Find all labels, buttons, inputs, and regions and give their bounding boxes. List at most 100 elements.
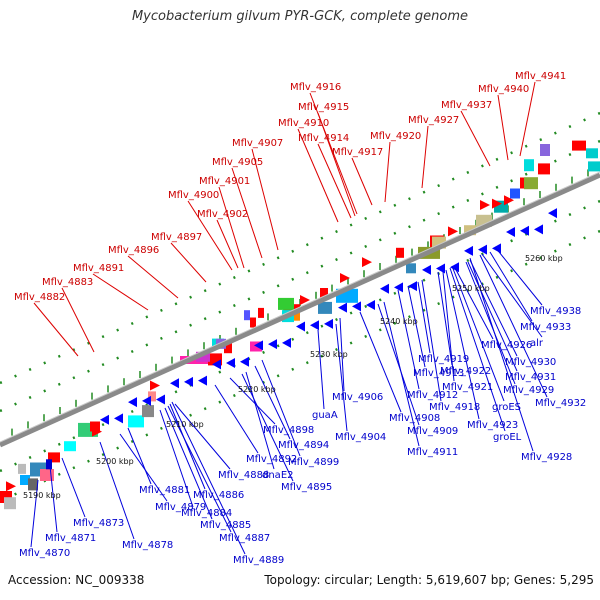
leader-line [245,371,275,470]
leader-line [481,253,543,338]
gene-label: Mflv_4895 [281,482,332,493]
gene-arrow [506,227,515,238]
leader-line [174,403,231,470]
gene-block [540,144,550,156]
leader-line [421,279,442,402]
leader-line [127,255,179,299]
leader-line [61,287,95,353]
gene-label: Mflv_4909 [407,426,458,437]
gene-arrow [198,375,207,386]
leader-line [251,148,279,251]
gene-arrow [296,321,305,332]
gene-arrow [226,358,235,369]
gene-arrow [282,337,291,348]
gene-label: Mflv_4873 [73,518,124,529]
gene-block [588,161,600,172]
gene-label: Mflv_4882 [14,292,65,303]
gene-label: Mflv_4881 [139,485,190,496]
gene-block [224,343,232,354]
gene-arrow [300,295,310,305]
kbp-label: 5190 kbp [23,491,61,500]
gene-arrow [340,273,350,283]
leader-line [317,143,352,219]
gene-arrow [448,226,458,237]
gene-block [46,459,52,470]
gene-label: Mflv_4916 [290,82,341,93]
gene-block [320,288,328,298]
gene-label: Mflv_4894 [278,440,329,451]
gene-arrow [240,356,249,367]
gene-label: Mflv_4931 [505,372,556,383]
leader-line [159,409,194,508]
leader-line [437,271,453,366]
gene-label: Mflv_4938 [530,306,581,317]
gene-label: Mflv_4927 [408,115,459,126]
gene-label: Mflv_4905 [212,157,263,168]
gene-arrow [408,281,417,292]
gene-arrow [100,414,109,425]
gene-arrow [338,302,347,313]
gene-block [510,188,520,199]
gene-block [244,310,250,321]
gene-arrow [520,225,529,236]
leader-line [445,269,480,420]
gene-arrow [150,380,160,391]
leader-line [451,265,505,402]
gene-label: guaA [312,410,338,421]
gene-label: Mflv_4921 [442,382,493,393]
gene-label: Mflv_4928 [521,452,572,463]
gene-arrow [170,378,179,389]
leader-line [241,373,294,482]
kbp-label: 5200 kbp [96,457,134,466]
gene-label: Mflv_4917 [332,147,383,158]
gene-arrow [422,264,431,275]
gene-block [142,405,154,418]
gene-block [18,463,26,474]
gene-arrow [478,244,487,255]
leader-line [317,112,356,217]
gene-arrow [92,426,102,437]
gene-label: Mflv_4929 [503,385,554,396]
genome-backbone-highlight [0,171,600,443]
gene-label: Mflv_4941 [515,71,566,82]
kbp-label: 5220 kbp [238,385,276,394]
gene-label: Mflv_4897 [151,232,202,243]
gene-label: Mflv_4910 [278,118,329,129]
gene-label: Mflv_4940 [478,84,529,95]
gene-features [0,140,600,510]
gene-block [128,415,144,428]
genome-backbone [0,172,600,448]
gene-label: groEL [493,432,522,443]
leader-line [417,281,431,354]
leader-line [351,157,373,206]
gene-label: Mflv_4914 [298,133,349,144]
gene-block [90,421,100,432]
gene-label: Mflv_4911 [407,447,458,458]
gene-block [64,441,76,452]
gene-arrow [310,320,319,331]
gene-block [294,312,300,321]
gene-block [396,247,404,258]
gene-arrow [380,283,389,294]
gene-arrow [156,394,165,405]
leader-line [164,407,213,520]
gene-label: Mflv_4932 [535,398,586,409]
gene-block [48,452,60,463]
gene-arrow [268,339,277,350]
map-title: Mycobacterium gilvum PYR-GCK, complete g… [131,9,469,24]
gene-label: Mflv_4915 [298,102,349,113]
leader-line [469,257,534,452]
kbp-label: 5260 kbp [525,254,563,263]
kbp-label: 5250 kbp [452,284,490,293]
gene-arrow [548,208,557,219]
gene-block [258,307,264,318]
leader-line [383,301,420,447]
gene-label: Mflv_4926 [481,340,532,351]
leader-line [119,433,168,502]
gene-block [278,297,294,310]
leader-line [30,479,39,548]
gene-arrow [128,397,137,408]
gene-arrow [492,198,502,209]
leader-line [377,303,420,426]
leader-line [397,289,420,390]
